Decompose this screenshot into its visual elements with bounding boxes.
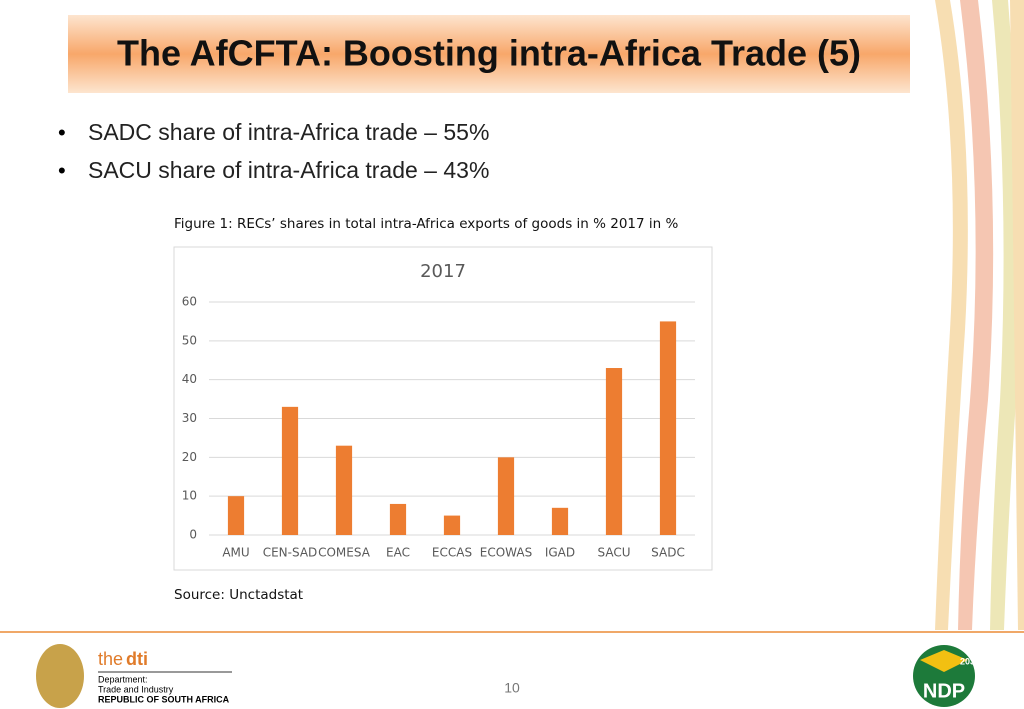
x-tick-label: SADC (651, 546, 685, 560)
x-tick-label: CEN-SAD (263, 546, 318, 560)
bullet: SACU share of intra-Africa trade – 43% (88, 157, 489, 183)
x-tick-label: AMU (222, 546, 249, 560)
x-tick-label: ECOWAS (480, 546, 532, 560)
chart-frame (173, 246, 713, 571)
plot: 0 10 20 30 40 50 60 AMU CEN-SAD COMESA EAC ECCAS ECO… (182, 295, 695, 560)
y-tick-label: 60 (182, 295, 197, 309)
source: Source: Unctadstat (174, 587, 303, 603)
coat-of-arms (36, 644, 84, 708)
bar (443, 515, 461, 535)
bar (335, 445, 353, 535)
bar (605, 368, 623, 535)
dti-logo: the dti Department: Trade and Industry R… (36, 644, 232, 708)
bar (659, 321, 677, 535)
ndp-logo: 2030 NDP (913, 645, 980, 707)
x-tick-label: SACU (598, 546, 631, 560)
y-tick-label: 30 (182, 411, 197, 425)
ndp-flag (920, 650, 968, 672)
slide-title: The AfCFTA: Boosting intra-Africa Trade … (117, 33, 861, 74)
page-number: 10 (504, 680, 520, 696)
bar (227, 496, 245, 535)
logo-the: the (98, 649, 123, 669)
x-tick-label: ECCAS (432, 546, 472, 560)
bar (389, 503, 407, 535)
y-tick-label: 0 (189, 528, 197, 542)
bar (497, 457, 515, 535)
ndp-name: NDP (923, 680, 965, 702)
logo-dti: dti (126, 649, 148, 669)
logo-line: Department: (98, 674, 148, 684)
y-tick-label: 50 (182, 333, 197, 347)
x-tick-label: COMESA (318, 546, 371, 560)
bullet: SADC share of intra-Africa trade – 55% (88, 119, 489, 145)
decor-stripes (935, 0, 1024, 630)
logo-line: REPUBLIC OF SOUTH AFRICA (98, 694, 230, 704)
x-tick-label: EAC (386, 546, 410, 560)
logo-line: Trade and Industry (98, 684, 174, 694)
figure-caption: Figure 1: RECs’ shares in total intra-Af… (174, 216, 678, 232)
chart-title: 2017 (420, 261, 466, 282)
y-tick-label: 20 (182, 450, 197, 464)
x-tick-label: IGAD (545, 546, 575, 560)
bullet-dot: • (58, 158, 66, 183)
bullet-dot: • (58, 120, 66, 145)
title-banner (68, 15, 910, 93)
bar (551, 507, 569, 535)
y-tick-label: 10 (182, 489, 197, 503)
y-tick-label: 40 (182, 372, 197, 386)
ndp-year: 2030 (960, 656, 980, 666)
bar (281, 406, 299, 535)
